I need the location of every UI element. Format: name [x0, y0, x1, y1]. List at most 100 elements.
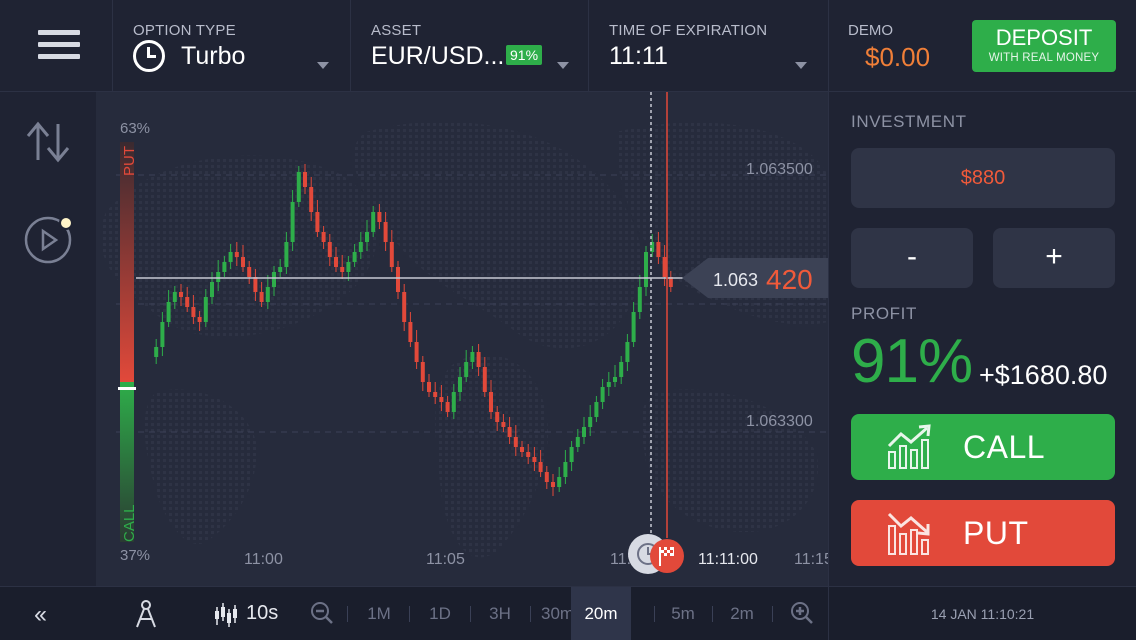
timeframe-30m[interactable]: 30m [541, 604, 571, 623]
candle-body [427, 382, 431, 392]
candle-body [284, 242, 289, 267]
separator [409, 606, 410, 622]
candle-body [445, 402, 450, 412]
put-button[interactable]: PUT [851, 500, 1115, 566]
candle-interval[interactable]: 10s [246, 602, 279, 624]
timeframe-3h[interactable]: 3H [489, 604, 511, 623]
deposit-button[interactable]: DEPOSIT WITH REAL MONEY [972, 20, 1116, 72]
drawing-tools-icon[interactable] [134, 599, 158, 629]
hamburger-menu-icon[interactable] [38, 30, 80, 64]
price-tag [682, 258, 828, 298]
bottom-bar: ‹‹ 10s 1M 1D 3H 30m 20m 5m 2m [0, 586, 1136, 640]
sentiment-bar [120, 142, 134, 542]
clock-icon [133, 40, 165, 72]
candle-body [334, 257, 338, 267]
candle-body [575, 437, 580, 447]
candles [154, 164, 673, 496]
option-type-selector[interactable]: OPTION TYPE Turbo [112, 0, 350, 92]
play-circle-icon[interactable] [24, 214, 74, 264]
candle-body [507, 427, 512, 437]
candle-body [650, 242, 655, 252]
candle-body [340, 267, 345, 272]
chevron-down-icon [557, 62, 569, 69]
time-tick: 11:15 [794, 551, 828, 568]
candle-body [290, 202, 295, 242]
price-tick: 1.063500 [746, 161, 813, 178]
expiration-time-label: 11:11:00 [698, 551, 758, 568]
profit-label: PROFIT [851, 304, 917, 323]
candle-body [191, 307, 196, 317]
server-datetime: 14 JAN 11:10:21 [828, 587, 1136, 640]
candle-body [656, 242, 661, 257]
price-tag-highlight: 420 [766, 264, 813, 295]
zoom-out-icon[interactable] [310, 601, 334, 625]
candle-body [309, 187, 314, 212]
candle-body [606, 382, 611, 387]
candle-body [172, 292, 177, 302]
candle-body [272, 272, 276, 287]
call-percent: 37% [120, 547, 150, 564]
candle-body [544, 472, 549, 482]
account-type-label: DEMO [848, 22, 893, 39]
deposit-title: DEPOSIT [995, 25, 1093, 50]
candle-body [569, 447, 574, 462]
put-label: PUT [121, 146, 138, 176]
candle-body [358, 242, 363, 252]
candle-body [197, 317, 202, 322]
trend-down-icon [887, 512, 930, 555]
investment-field[interactable]: $880 [851, 148, 1115, 208]
candle-body [253, 277, 258, 292]
candle-body [365, 232, 369, 242]
timeframe-1m[interactable]: 1M [367, 604, 391, 623]
candle-body [265, 287, 270, 302]
chart-canvas: 1.063500 1.063300 63% 37% PUT CALL 1.063… [100, 92, 828, 574]
candlestick-icon[interactable] [214, 601, 240, 627]
timeframe-5m[interactable]: 5m [671, 604, 695, 623]
left-rail [0, 92, 96, 586]
candle-body [210, 282, 214, 297]
sort-arrows-icon[interactable] [24, 120, 74, 164]
candle-body [594, 402, 599, 417]
decrease-investment-button[interactable]: - [851, 228, 973, 288]
price-chart[interactable]: 1.063500 1.063300 63% 37% PUT CALL 1.063… [96, 92, 828, 586]
candle-body [470, 352, 475, 362]
expiration-selector[interactable]: TIME OF EXPIRATION 11:11 [588, 0, 828, 92]
candle-body [476, 352, 481, 367]
increase-investment-button[interactable]: + [993, 228, 1115, 288]
candle-body [389, 242, 394, 267]
candle-body [377, 212, 382, 222]
chevron-down-icon [795, 62, 807, 69]
timeframe-1d[interactable]: 1D [429, 604, 451, 623]
candle-body [179, 292, 183, 297]
candle-body [600, 387, 605, 402]
call-label: CALL [963, 429, 1046, 465]
candle-body [619, 362, 624, 377]
time-tick: 11:05 [426, 551, 465, 568]
candle-body [482, 367, 487, 392]
candle-body [259, 292, 264, 302]
zoom-in-icon[interactable] [790, 601, 814, 625]
candle-body [464, 362, 469, 377]
timeframe-2m[interactable]: 2m [730, 604, 754, 623]
option-type-label: OPTION TYPE [133, 22, 236, 39]
asset-selector[interactable]: ASSET EUR/USD... [350, 0, 588, 92]
candle-body [241, 257, 245, 267]
timeframe-20m[interactable]: 20m [571, 587, 631, 640]
candle-body [414, 342, 419, 362]
collapse-left-icon[interactable]: ‹‹ [34, 601, 47, 628]
candle-body [588, 417, 593, 427]
candle-body [637, 287, 642, 312]
candle-body [228, 252, 233, 262]
time-tick: 11:00 [244, 551, 283, 568]
candle-body [557, 477, 562, 487]
call-button[interactable]: CALL [851, 414, 1115, 480]
candle-body [501, 422, 506, 427]
candle-body [625, 342, 630, 362]
sentiment-marker [118, 387, 136, 390]
candle-body [278, 267, 283, 272]
candle-body [644, 252, 648, 287]
candle-body [234, 252, 239, 257]
candle-body [396, 267, 400, 292]
candle-body [216, 272, 221, 282]
